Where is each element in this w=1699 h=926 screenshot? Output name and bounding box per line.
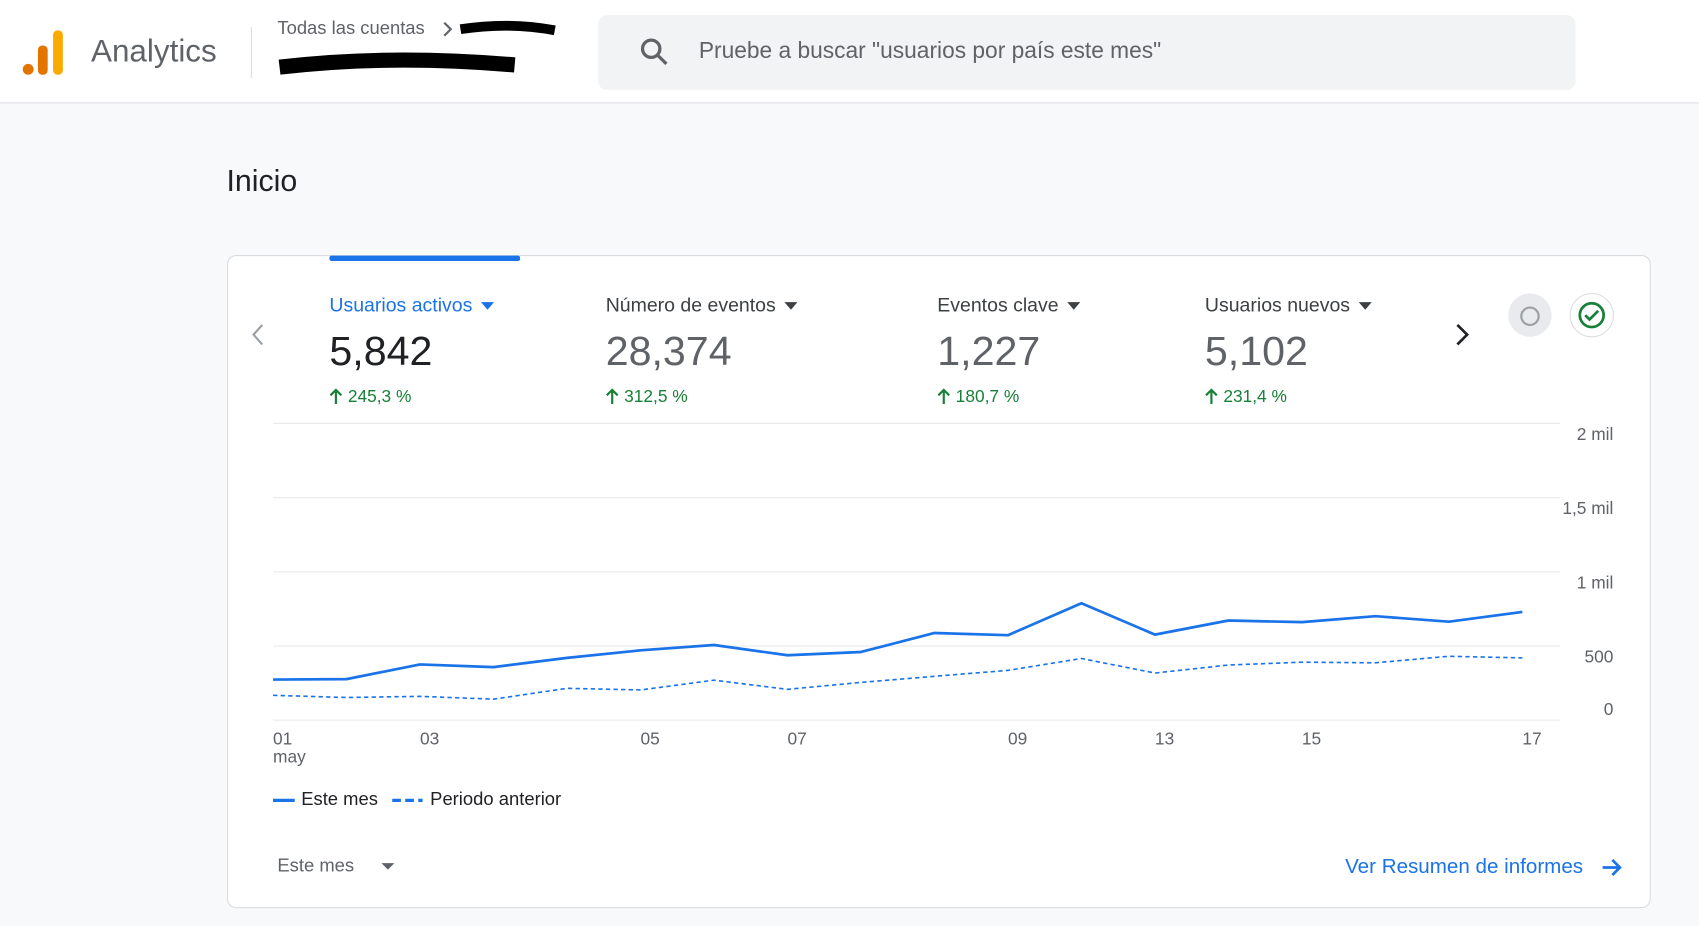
- x-tick-label: 13: [1155, 728, 1174, 748]
- redacted: [278, 52, 516, 75]
- x-tick-label: 17: [1522, 728, 1541, 748]
- metric-label[interactable]: Eventos clave: [937, 295, 1058, 317]
- x-tick-label: 07: [787, 728, 806, 748]
- x-tick-label: 03: [420, 728, 439, 748]
- legend-label: Periodo anterior: [430, 788, 561, 809]
- x-month-label: may: [273, 747, 306, 767]
- x-tick-label: 09: [1008, 728, 1027, 748]
- metric-label[interactable]: Usuarios activos: [329, 295, 472, 317]
- search-box[interactable]: [598, 15, 1576, 90]
- legend-label: Este mes: [301, 788, 378, 809]
- metric-label[interactable]: Usuarios nuevos: [1205, 295, 1350, 317]
- y-tick-label: 500: [1584, 647, 1613, 667]
- y-tick-label: 2 mil: [1577, 424, 1614, 444]
- status-icon: [1584, 309, 1600, 322]
- metric-value: 5,842: [329, 328, 432, 374]
- dropdown-arrow: [1358, 302, 1372, 310]
- up-arrow: [937, 388, 950, 404]
- up-arrow: [606, 388, 619, 404]
- metric-value: 5,102: [1205, 328, 1308, 374]
- metric-change: 245,3 %: [348, 386, 412, 406]
- metric-label[interactable]: Número de eventos: [606, 295, 776, 317]
- logo: [22, 30, 63, 75]
- metric-change: 312,5 %: [624, 386, 688, 406]
- x-tick-label: 01: [273, 728, 292, 748]
- active-tab-indicator: [329, 255, 521, 262]
- y-tick-label: 1 mil: [1577, 572, 1614, 592]
- redacted: [459, 20, 556, 36]
- card: [227, 255, 1651, 909]
- report-link[interactable]: Ver Resumen de informes: [1345, 855, 1583, 878]
- status-button[interactable]: [1569, 292, 1614, 338]
- up-arrow: [329, 388, 343, 404]
- metric-change: 180,7 %: [956, 386, 1020, 406]
- next-button[interactable]: [1456, 323, 1470, 346]
- page-title: Inicio: [226, 165, 297, 198]
- y-tick-label: 0: [1604, 699, 1614, 719]
- metric-change: 231,4 %: [1223, 386, 1287, 406]
- metric-value: 1,227: [937, 328, 1040, 374]
- series-line: [273, 601, 1523, 681]
- metric-value: 28,374: [606, 328, 732, 374]
- status-icon: [1578, 301, 1606, 329]
- x-tick-label: 15: [1302, 728, 1321, 748]
- search-icon: [656, 54, 668, 66]
- breadcrumb[interactable]: Todas las cuentas: [277, 17, 424, 38]
- x-tick-label: 05: [641, 728, 660, 748]
- series-line: [273, 655, 1523, 700]
- insights-button[interactable]: [1508, 293, 1552, 337]
- dropdown-arrow: [381, 863, 395, 870]
- dropdown-arrow: [481, 302, 495, 310]
- search-placeholder[interactable]: Pruebe a buscar "usuarios por país este …: [699, 37, 1161, 63]
- period-dropdown[interactable]: Este mes: [277, 854, 354, 875]
- breadcrumb-chevron: [443, 21, 453, 37]
- dropdown-arrow: [784, 302, 798, 310]
- search-icon: [640, 38, 662, 60]
- y-tick-label: 1,5 mil: [1562, 498, 1613, 518]
- product-name: Analytics: [91, 33, 217, 68]
- link-arrow: [1602, 858, 1622, 877]
- up-arrow: [1205, 388, 1218, 404]
- dropdown-arrow: [1067, 302, 1081, 310]
- prev-button[interactable]: [252, 324, 264, 346]
- insights-icon: [1520, 306, 1540, 326]
